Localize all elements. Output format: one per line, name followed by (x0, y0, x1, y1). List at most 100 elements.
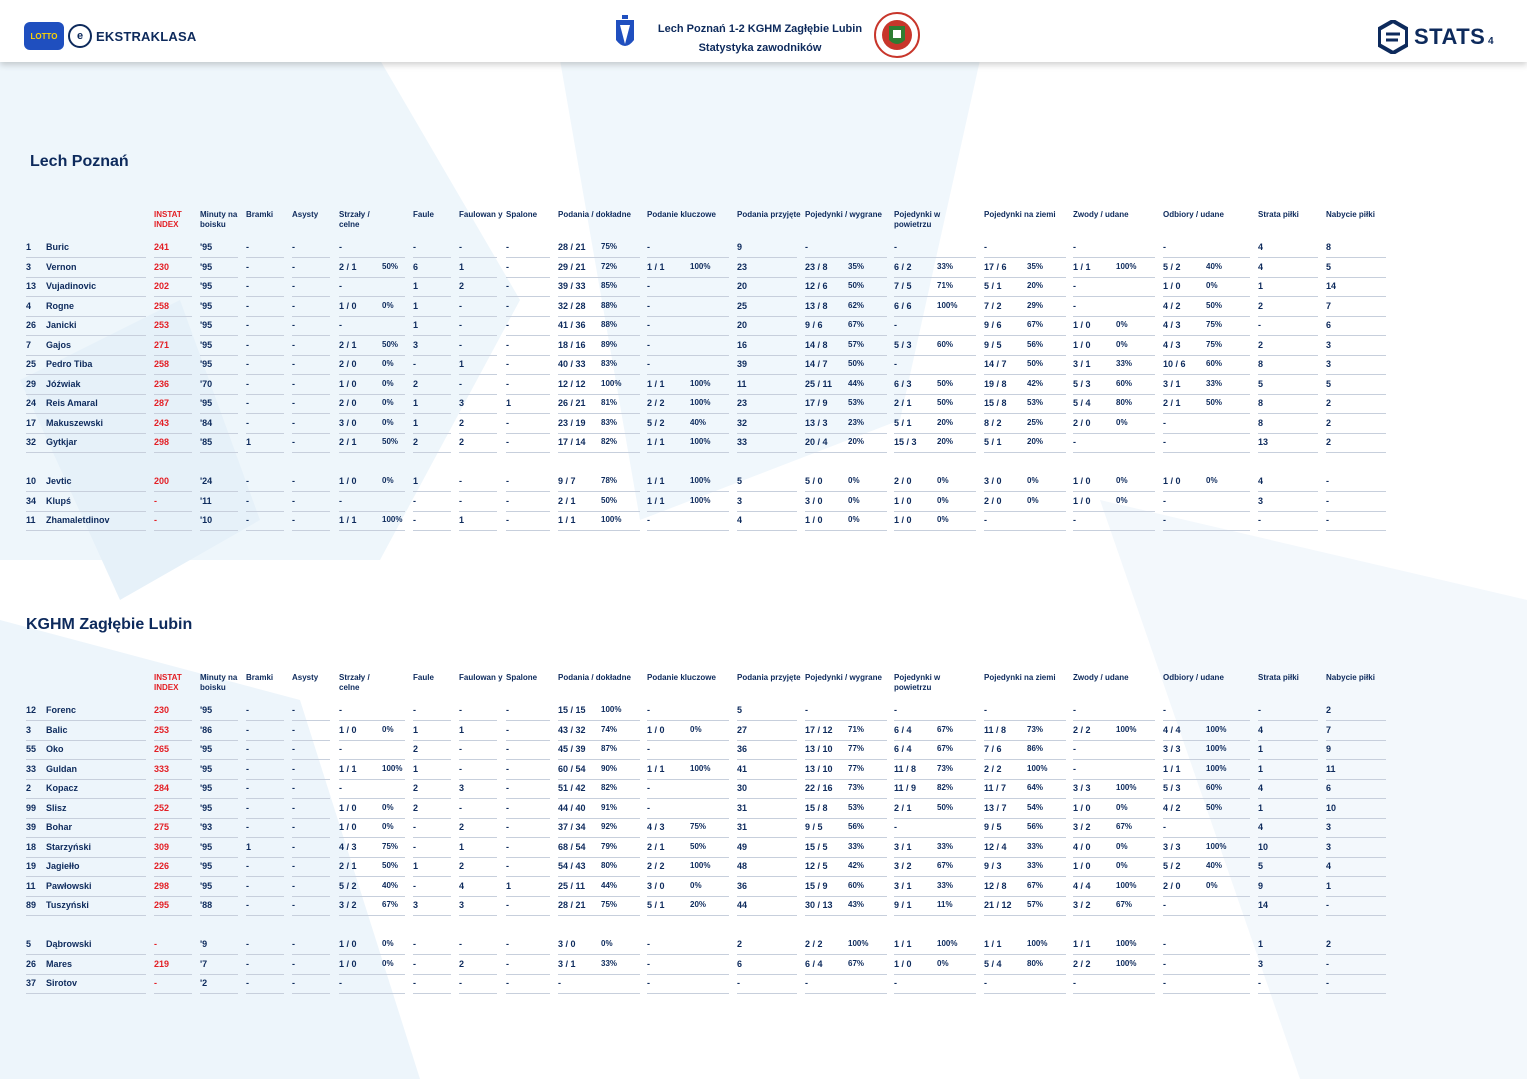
duels-percent: 0% (848, 476, 860, 485)
ball-losses: 4 (1258, 779, 1318, 799)
aerial-duels: 6 / 6 100% (894, 297, 976, 317)
dribbles: - (1073, 238, 1155, 258)
passes-percent: 75% (601, 900, 618, 909)
offsides: - (506, 414, 550, 434)
shirt-number-value: 4 (26, 300, 32, 311)
ball-recoveries-value: - (1326, 978, 1329, 988)
fouled-value: 3 (459, 398, 465, 408)
goals-value: - (246, 320, 249, 330)
duels-percent: 100% (848, 939, 869, 948)
player-name: Mares (46, 955, 146, 975)
fouls-value: 1 (413, 281, 419, 291)
assists-value: - (292, 822, 295, 832)
offsides: - (506, 355, 550, 375)
shots-percent: 50% (382, 437, 399, 446)
instat-index: 284 (154, 779, 192, 799)
fouled: - (459, 740, 497, 760)
goals-value: - (246, 802, 249, 813)
aerial-duels: - (894, 238, 976, 258)
shots-value: 1 / 0 (339, 958, 357, 969)
column-header: Pojedynki / wygrane (805, 210, 882, 219)
key-passes: - (647, 740, 729, 760)
assists-value: - (292, 978, 295, 988)
minutes: '24 (200, 472, 238, 492)
ground-duels-percent: 33% (1027, 861, 1044, 870)
assists: - (292, 394, 330, 414)
fouls-value: - (413, 939, 416, 949)
passes-value: 15 / 15 (558, 705, 586, 715)
offsides-value: - (506, 437, 509, 447)
passes-percent: 88% (601, 300, 618, 310)
goals-value: - (246, 300, 249, 311)
goals-value: - (246, 978, 249, 988)
shots-percent: 0% (382, 822, 394, 831)
shots-value: 2 / 0 (339, 359, 357, 369)
passes-value: 37 / 34 (558, 822, 586, 832)
ball-losses: 1 (1258, 740, 1318, 760)
key-passes-value: - (647, 978, 650, 988)
dribbles: - (1073, 433, 1155, 453)
ground-duels: 13 / 7 54% (984, 799, 1066, 819)
fouled: 1 (459, 258, 497, 278)
ball-recoveries: 3 (1326, 336, 1386, 356)
fouls: - (413, 701, 451, 721)
ground-duels-value: 8 / 2 (984, 417, 1002, 428)
minutes-value: '70 (200, 378, 213, 389)
duels-percent: 67% (848, 958, 865, 968)
ground-duels-value: 7 / 2 (984, 300, 1002, 311)
ground-duels-percent: 67% (1027, 320, 1044, 329)
ground-duels: 9 / 5 56% (984, 818, 1066, 838)
player-name: Jóźwiak (46, 375, 146, 395)
aerial-duels-value: - (894, 320, 897, 330)
ground-duels: 21 / 12 57% (984, 896, 1066, 916)
instat-index: 298 (154, 433, 192, 453)
passes-value: 43 / 32 (558, 724, 586, 735)
goals: - (246, 877, 284, 897)
aerial-duels: 3 / 1 33% (894, 877, 976, 897)
player-name-value: Balic (46, 724, 68, 735)
shots-value: - (339, 978, 342, 988)
shirt-number-value: 29 (26, 378, 37, 389)
duels-value: - (805, 978, 808, 988)
dribbles-value: 4 / 4 (1073, 880, 1091, 891)
key-passes-percent: 50% (690, 841, 707, 851)
ball-losses: 2 (1258, 336, 1318, 356)
ground-duels: - (984, 511, 1066, 531)
duels-value: 9 / 5 (805, 822, 823, 832)
fouls-value: 1 (413, 300, 419, 311)
fouled-value: 1 (459, 841, 465, 852)
column-header: Podania / dokładne (558, 673, 631, 682)
fouls: 2 (413, 740, 451, 760)
tackles-percent: 50% (1206, 802, 1223, 812)
dribbles-percent: 100% (1116, 939, 1137, 948)
shots: 1 / 1 100% (339, 760, 405, 780)
shots-percent: 50% (382, 339, 399, 349)
fouled-value: - (459, 802, 462, 813)
assists: - (292, 760, 330, 780)
tackles: 5 / 2 40% (1163, 857, 1250, 877)
duels: 12 / 6 50% (805, 277, 887, 297)
player-name-value: Vernon (46, 261, 77, 272)
offsides-value: 1 (506, 880, 512, 891)
player-name-value: Guldan (46, 763, 77, 774)
shots-percent: 0% (382, 378, 394, 388)
tackles-percent: 40% (1206, 861, 1223, 870)
ground-duels-value: 2 / 2 (984, 763, 1002, 774)
offsides: - (506, 511, 550, 531)
column-header: Podania przyjęte (737, 673, 801, 682)
passes-percent: 87% (601, 744, 618, 753)
duels-percent: 43% (848, 900, 865, 909)
aerial-duels: - (894, 701, 976, 721)
aerial-duels-percent: 33% (937, 261, 954, 271)
passes-percent: 83% (601, 359, 618, 368)
player-name-value: Pedro Tiba (46, 359, 93, 369)
duels: 13 / 8 62% (805, 297, 887, 317)
passes-percent: 50% (601, 495, 618, 505)
fouls: - (413, 974, 451, 994)
minutes: '9 (200, 935, 238, 955)
ball-losses-value: 5 (1258, 861, 1264, 871)
aerial-duels-percent: 0% (937, 476, 949, 485)
passes-received: 44 (737, 896, 797, 916)
ground-duels-value: 15 / 8 (984, 398, 1007, 408)
passes-received-value: 32 (737, 417, 748, 428)
